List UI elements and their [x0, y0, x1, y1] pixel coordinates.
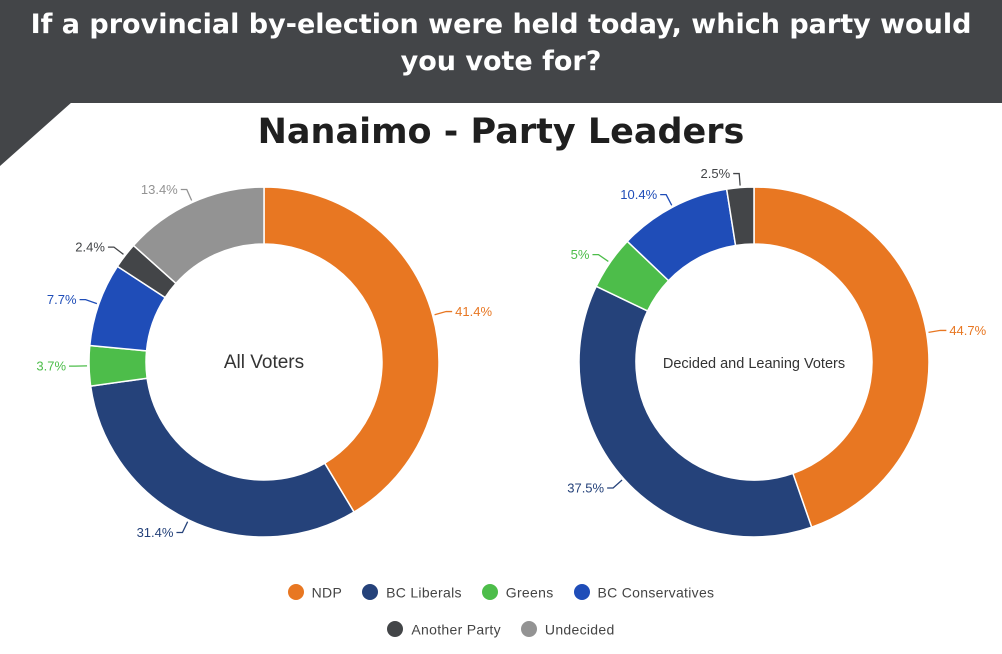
legend-item-undecided: Undecided: [520, 620, 615, 637]
donut-1-slice-ndp: [263, 186, 440, 514]
donut-2-label-greens: 5%: [571, 247, 590, 262]
legend-swatch: [362, 583, 379, 600]
legend-label: NDP: [311, 583, 343, 600]
donut-1-slice-greens: [88, 344, 148, 387]
donut-1-leader-undecided: [180, 188, 193, 201]
donut-1-label-ndp: 41.4%: [455, 304, 492, 319]
legend-swatch: [387, 620, 404, 637]
legend-label: BC Conservatives: [597, 583, 715, 600]
donut-2-leader-bc-conservatives: [660, 193, 673, 206]
survey-question: If a provincial by-election were held to…: [30, 9, 972, 77]
chart-title: Nanaimo - Party Leaders: [257, 112, 745, 152]
legend-label: Undecided: [544, 620, 615, 637]
legend-label: Greens: [505, 583, 554, 600]
legend-item-greens: Greens: [481, 583, 554, 600]
donut-2-label-another-party: 2.5%: [701, 166, 731, 181]
donut-1-leader-bc-conservatives: [79, 299, 98, 305]
donut-1-slice-bc-liberals: [89, 377, 356, 538]
donut-2-leader-another-party: [733, 172, 741, 186]
donut-2-leader-ndp: [928, 329, 947, 334]
donut-2-leader-greens: [592, 253, 609, 262]
donut-1-leader-bc-liberals: [176, 521, 189, 534]
donut-1-label-another-party: 2.4%: [75, 240, 105, 255]
donut-2-label-bc-liberals: 37.5%: [567, 480, 604, 495]
header-banner-corner: [0, 102, 72, 166]
legend-swatch: [287, 583, 304, 600]
donut-1-center-label: All Voters: [224, 352, 304, 373]
legend-item-bc-liberals: BC Liberals: [362, 583, 462, 600]
legend-row-2: Another Party Undecided: [0, 619, 1002, 637]
header-banner: [0, 0, 1002, 103]
donut-1-label-bc-conservatives: 7.7%: [47, 292, 77, 307]
legend-item-ndp: NDP: [287, 583, 343, 600]
donut-2-slice-another-party: [725, 186, 755, 247]
donut-1-label-undecided: 13.4%: [141, 182, 178, 197]
legend-swatch: [520, 620, 537, 637]
donut-2-center-label: Decided and Leaning Voters: [663, 356, 845, 372]
donut-1-leader-another-party: [107, 246, 124, 255]
donut-1-label-bc-liberals: 31.4%: [137, 525, 174, 540]
donut-1-leader-ndp: [434, 310, 453, 316]
donut-2-label-bc-conservatives: 10.4%: [620, 187, 657, 202]
legend-item-bc-conservatives: BC Conservatives: [573, 583, 715, 600]
donut-2-slice-bc-liberals: [578, 285, 813, 538]
donut-1-slice-undecided: [132, 186, 265, 285]
legend-swatch: [573, 583, 590, 600]
legend-item-another-party: Another Party: [387, 620, 501, 637]
legend-row-1: NDP BC Liberals Greens BC Conservatives: [0, 582, 1002, 600]
legend-label: Another Party: [411, 620, 501, 637]
donut-2-slice-ndp: [753, 186, 930, 529]
legend-swatch: [481, 583, 498, 600]
donut-2-leader-bc-liberals: [607, 479, 623, 489]
legend-label: BC Liberals: [386, 583, 462, 600]
donut-2-label-ndp: 44.7%: [949, 323, 986, 338]
donut-1-label-greens: 3.7%: [36, 359, 66, 374]
